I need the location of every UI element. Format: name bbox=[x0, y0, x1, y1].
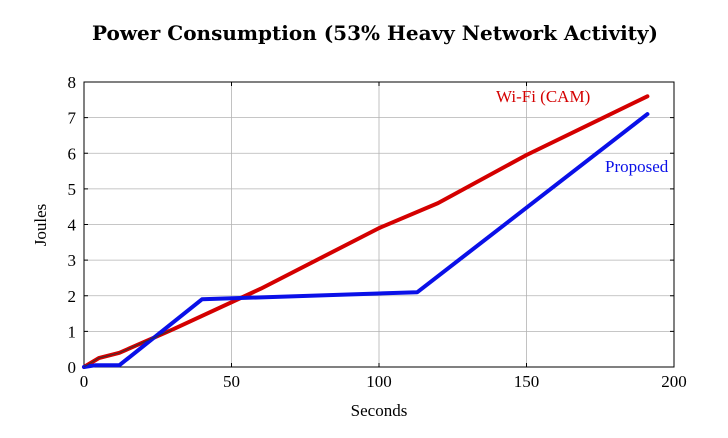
chart-title: Power Consumption (53% Heavy Network Act… bbox=[92, 21, 658, 45]
y-tick-label: 4 bbox=[68, 216, 77, 235]
series-line-proposed bbox=[82, 112, 650, 369]
series-label-proposed: Proposed bbox=[605, 157, 669, 176]
y-tick-label: 5 bbox=[68, 180, 77, 199]
y-tick-label: 0 bbox=[68, 358, 77, 377]
x-tick-label: 100 bbox=[366, 372, 392, 391]
y-tick-label: 1 bbox=[68, 322, 77, 341]
y-tick-label: 2 bbox=[68, 287, 77, 306]
x-tick-label: 50 bbox=[223, 372, 240, 391]
series-label-wifi: Wi-Fi (CAM) bbox=[496, 87, 590, 106]
series-outline bbox=[83, 329, 173, 368]
x-tick-label: 0 bbox=[80, 372, 89, 391]
grid-lines bbox=[84, 82, 674, 367]
y-axis-label: Joules bbox=[31, 204, 50, 247]
series-lines bbox=[82, 94, 650, 369]
x-axis: 0 50 100 150 200 bbox=[80, 82, 687, 391]
x-axis-label: Seconds bbox=[351, 401, 408, 420]
y-tick-label: 6 bbox=[68, 144, 77, 163]
x-tick-label: 200 bbox=[661, 372, 687, 391]
y-tick-label: 7 bbox=[68, 109, 77, 128]
y-axis: 0 1 2 3 4 5 6 7 8 bbox=[68, 73, 674, 377]
y-tick-label: 8 bbox=[68, 73, 77, 92]
x-tick-label: 150 bbox=[514, 372, 540, 391]
y-tick-label: 3 bbox=[68, 251, 77, 270]
